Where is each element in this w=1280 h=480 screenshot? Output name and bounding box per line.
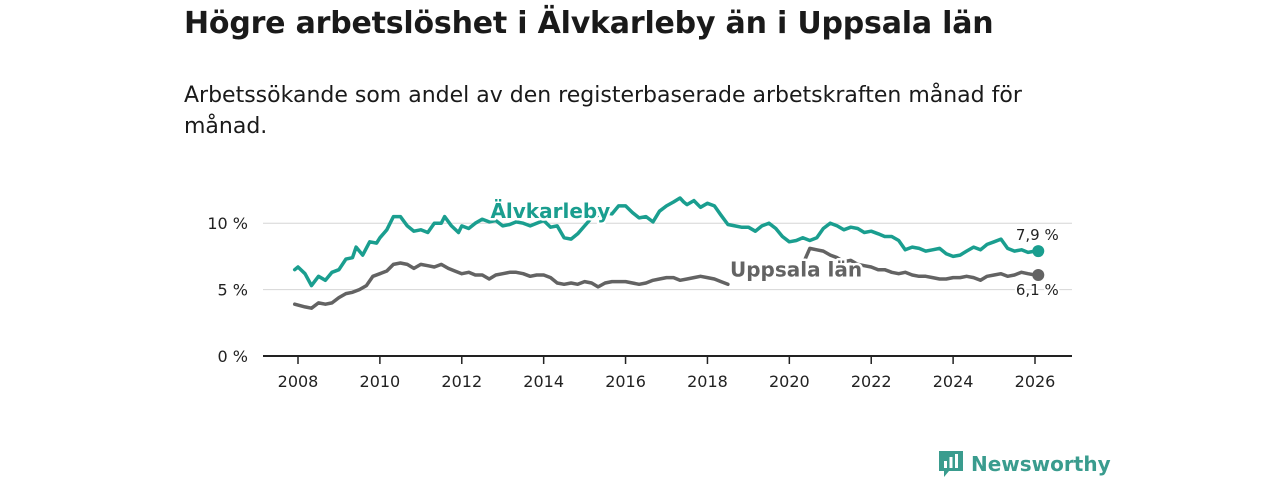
x-tick-label: 2020 [769,372,810,391]
y-tick-label: 0 % [218,347,248,366]
y-tick-label: 5 % [218,281,248,300]
x-tick-label: 2018 [687,372,728,391]
newsworthy-logo-icon [939,451,963,477]
series-lines [292,196,1045,310]
series-line-alvkarleby [292,196,1041,288]
series-end-dot-alvkarleby [1032,245,1045,258]
x-tick-label: 2014 [523,372,564,391]
x-tick-label: 2024 [933,372,974,391]
series-end-label-alvkarleby: 7,9 % [1016,226,1059,244]
line-chart: 0 %5 %10 % 2008 2010 2012 2014 2016 2018 2020 2… [207,196,1072,391]
x-tick-label: 2026 [1015,372,1056,391]
series-end-dot-uppsala-lan [1032,268,1045,281]
x-tick-label: 2016 [605,372,646,391]
series-label-alvkarleby: Älvkarleby [490,199,610,223]
x-tick-label: 2012 [441,372,482,391]
x-tick-label: 2008 [278,372,319,391]
y-axis-ticks: 0 % 5 % 10 % [207,214,248,366]
brand-name: Newsworthy [971,452,1111,476]
chart-title: Högre arbetslöshet i Älvkarleby än i Upp… [184,6,994,41]
series-end-label-uppsala-lan: 6,1 % [1016,281,1059,299]
chart-subtitle: Arbetssökande som andel av den registerb… [184,83,1022,139]
series-label-uppsala-lan: Uppsala län [730,257,862,281]
x-tick-label: 2022 [851,372,892,391]
series-labels: Uppsala län 6,1 % Älvkarleby 7,9 % [488,196,1061,301]
series-line-uppsala-lan [292,246,1041,310]
x-tick-label: 2010 [360,372,401,391]
x-axis-ticks: 2008 2010 2012 2014 2016 2018 2020 2022 2024 2026 [278,356,1056,391]
brand-logo: Newsworthy [937,449,1111,479]
gridlines [263,222,1072,291]
y-tick-label: 10 % [207,214,248,233]
